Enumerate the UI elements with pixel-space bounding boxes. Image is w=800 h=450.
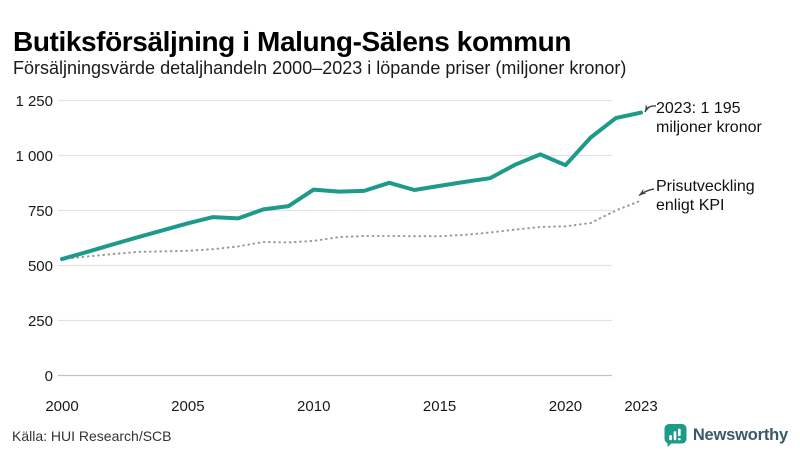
x-tick-label: 2000 bbox=[45, 398, 78, 415]
page-subtitle: Försäljningsvärde detaljhandeln 2000–202… bbox=[13, 58, 627, 78]
y-tick-label: 1 250 bbox=[15, 93, 53, 110]
x-tick-label: 2005 bbox=[171, 398, 204, 415]
x-tick-label: 2020 bbox=[549, 398, 582, 415]
x-tick-label: 2010 bbox=[297, 398, 330, 415]
source-text: Källa: HUI Research/SCB bbox=[12, 428, 172, 444]
annotation-kpi-label: Prisutveckling enligt KPI bbox=[656, 178, 755, 214]
page-title: Butiksförsäljning i Malung-Sälens kommun bbox=[13, 25, 572, 57]
x-tick-label: 2015 bbox=[423, 398, 456, 415]
y-tick-label: 750 bbox=[28, 203, 53, 220]
y-tick-label: 1 000 bbox=[15, 148, 53, 165]
y-tick-label: 500 bbox=[28, 258, 53, 275]
newsworthy-brand-text: Newsworthy bbox=[692, 425, 788, 444]
kpi-price-line bbox=[60, 199, 643, 261]
arrow-to-kpi-line-icon bbox=[638, 188, 655, 197]
annotation-2023-value: 2023: 1 195 miljoner kronor bbox=[656, 100, 762, 136]
newsworthy-logo[interactable]: Newsworthy bbox=[664, 422, 788, 448]
x-tick-label: 2023 bbox=[624, 398, 657, 415]
arrow-to-2023-point-icon bbox=[644, 104, 657, 113]
retail-sales-line bbox=[60, 110, 643, 262]
y-tick-label: 250 bbox=[28, 313, 53, 330]
newsworthy-logo-icon bbox=[664, 423, 687, 447]
y-tick-label: 0 bbox=[45, 368, 53, 385]
